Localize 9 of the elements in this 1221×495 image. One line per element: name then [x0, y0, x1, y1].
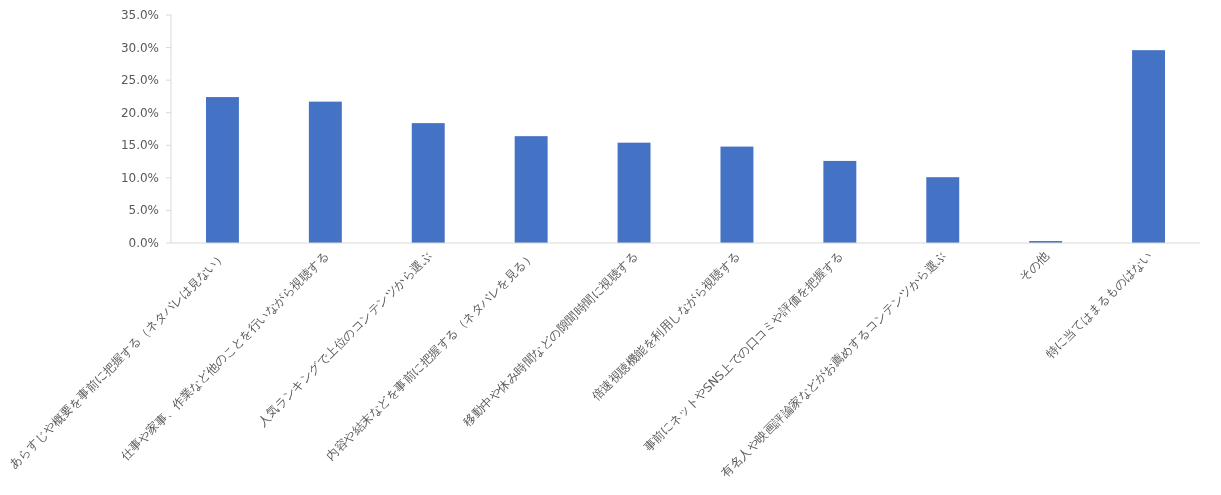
y-tick-label: 30.0% [120, 40, 159, 55]
y-tick-label: 25.0% [120, 73, 159, 88]
y-tick-label: 35.0% [120, 8, 159, 22]
y-tick-label: 15.0% [120, 138, 159, 153]
y-tick-label: 10.0% [120, 170, 159, 185]
x-tick-label: その他 [1016, 249, 1052, 285]
y-tick-label: 5.0% [128, 203, 159, 218]
y-tick-label: 20.0% [120, 105, 159, 120]
y-tick-label: 0.0% [128, 236, 159, 250]
